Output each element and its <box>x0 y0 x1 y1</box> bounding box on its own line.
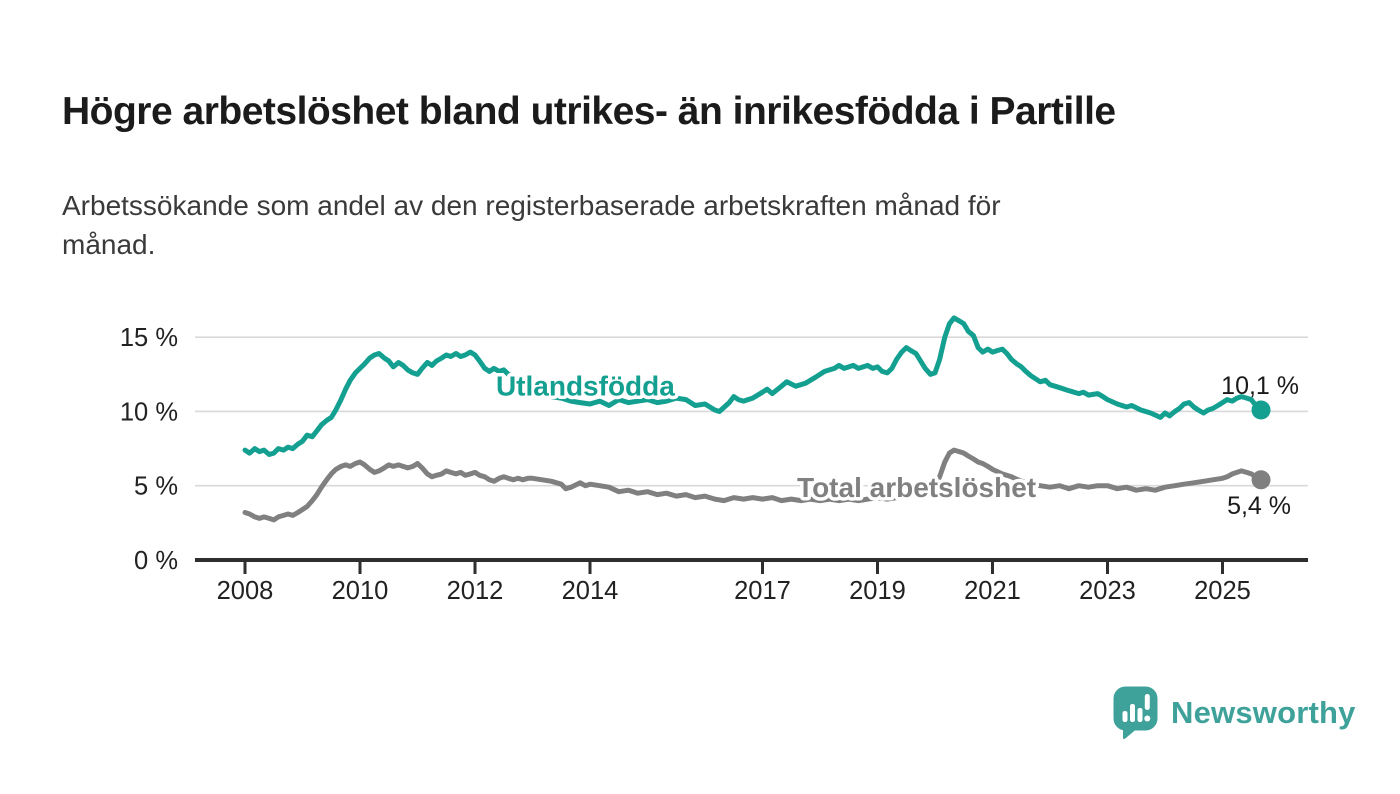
series-end-dot <box>1251 400 1271 420</box>
x-tick-label: 2019 <box>849 577 906 605</box>
x-tick-label: 2010 <box>332 577 389 605</box>
y-tick-label: 0 % <box>134 547 178 575</box>
x-axis-labels: 2008 2010 2012 2014 2017 2019 2021 2023 2025 <box>217 577 1251 605</box>
y-tick-label: 15 % <box>120 324 178 352</box>
brand-footer: Newsworthy <box>1112 685 1356 741</box>
series-label: Utlandsfödda <box>496 370 675 401</box>
page-title: Högre arbetslöshet bland utrikes- än inr… <box>62 90 1116 134</box>
page-subtitle: Arbetssökande som andel av den registerb… <box>62 190 1001 261</box>
x-tick-label: 2021 <box>964 577 1021 605</box>
y-tick-label: 5 % <box>134 473 178 501</box>
x-axis-ticks <box>243 562 1224 574</box>
line-utlandsf-dda <box>242 315 1264 457</box>
x-tick-label: 2008 <box>217 577 274 605</box>
x-tick-label: 2012 <box>447 577 504 605</box>
series-end-value-label: 5,4 % <box>1227 492 1291 520</box>
series-end-dot <box>1251 470 1271 490</box>
bar-chart-speech-bubble-icon <box>1113 686 1158 740</box>
y-axis-labels: 0 % 5 % 10 % 15 % <box>120 324 178 575</box>
x-tick-label: 2017 <box>734 577 791 605</box>
line-total-arbetsl-shet <box>242 447 1264 523</box>
y-tick-label: 10 % <box>120 398 178 426</box>
series-lines <box>242 315 1264 523</box>
x-tick-label: 2014 <box>562 577 619 605</box>
brand-name: Newsworthy <box>1171 695 1356 730</box>
series-end-value-label: 10,1 % <box>1221 372 1299 400</box>
series-label: Total arbetslöshet <box>797 472 1036 503</box>
x-tick-label: 2025 <box>1194 577 1251 605</box>
x-tick-label: 2023 <box>1079 577 1136 605</box>
